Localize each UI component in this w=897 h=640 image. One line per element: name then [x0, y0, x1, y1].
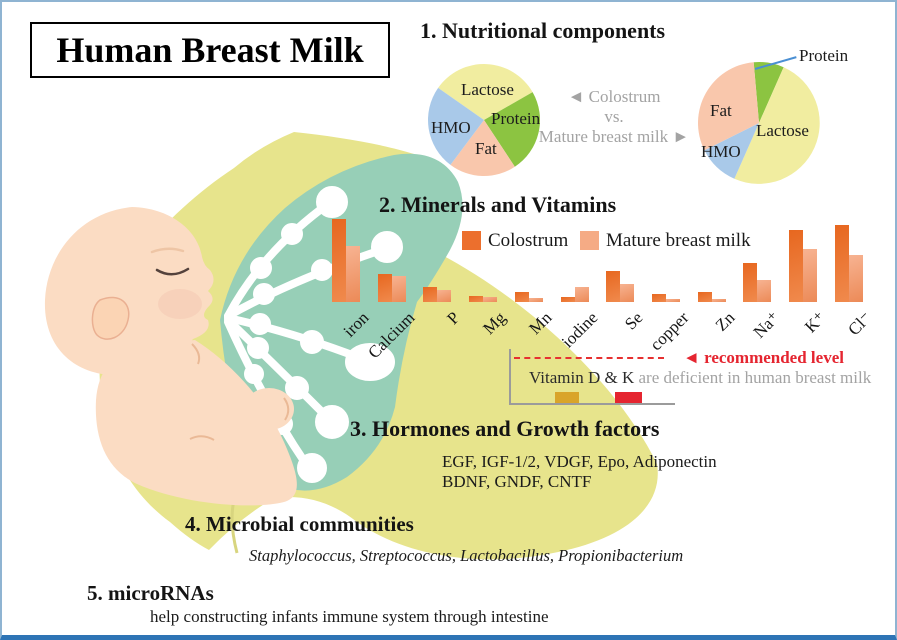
pie-slice-hmo [704, 123, 759, 179]
comparison-line-1: ◄ Colostrum [567, 87, 661, 106]
comparison-line-2: vs. [604, 107, 624, 126]
bar-mature-breast-milk-se [620, 283, 635, 302]
section-5-heading: 5. microRNAs [87, 581, 214, 605]
pie1-label-lactose: Lactose [461, 80, 514, 99]
bar-category-label: Zn [711, 308, 739, 335]
page-title: Human Breast Milk [56, 30, 364, 70]
bar-category-label: Cl⁻ [843, 308, 876, 340]
bar-mature-breast-milk-zn [711, 298, 726, 302]
bar-mature-breast-milk-cl [848, 254, 863, 302]
bar-colostrum-mn [514, 292, 529, 302]
pie-slice-fat [698, 62, 759, 151]
baby-forearm [216, 418, 266, 470]
section-4-heading: 4. Microbial communities [185, 512, 414, 536]
mature-milk-pie-chart [698, 61, 820, 184]
bar-category-label: Na⁺ [749, 308, 784, 342]
vitamin-k-bar [615, 392, 642, 403]
section-1-heading: 1. Nutritional components [420, 18, 666, 43]
pie-slice-hmo [428, 87, 484, 165]
pie-slice-protein [753, 61, 784, 123]
bar-colostrum-na [743, 262, 758, 302]
pie2-label-lactose: Lactose [756, 121, 809, 140]
bar-category-label: K⁺ [800, 308, 830, 337]
pie2-label-hmo: HMO [701, 142, 741, 161]
pie1-label-protein: Protein [491, 109, 541, 128]
title-box: Human Breast Milk [30, 22, 390, 78]
bar-mature-breast-milk-iodine [574, 287, 589, 302]
bar-category-label: Mn [525, 308, 556, 339]
legend-swatch-colostrum [462, 231, 481, 250]
bar-category-label: iodine [557, 308, 601, 352]
vitamin-note-bold: Vitamin D & K [529, 368, 635, 387]
bar-colostrum-p [423, 287, 438, 302]
microbes-text-line: Staphylococcus, Streptococcus, Lactobaci… [249, 546, 684, 565]
baby-eye [155, 267, 190, 276]
bar-colostrum-calcium [377, 273, 392, 302]
baby-body [95, 340, 297, 506]
bar-category-label: iron [339, 308, 373, 341]
pie-slice-protein [484, 92, 540, 167]
minerals-bar-chart: iron Calcium P Mg Mn iodine Se copper Zn Na⁺ K⁺ Cl⁻ [320, 217, 886, 362]
bar-mature-breast-milk-k [803, 248, 817, 302]
pie-slice-fat [450, 120, 515, 177]
baby-illustration [44, 207, 297, 506]
bar-mature-breast-milk-copper [665, 298, 680, 302]
bar-colostrum-iron [332, 219, 346, 302]
recommended-level-label: ◄ recommended level [683, 348, 844, 367]
micrornas-text-line: help constructing infants immune system … [150, 607, 549, 626]
legend-label-mature: Mature breast milk [606, 230, 751, 251]
pie-comparison-label: ◄ Colostrum vs. Mature breast milk ► [536, 87, 692, 147]
bar-category-label: Calcium [363, 308, 419, 363]
baby-eyebrow [150, 247, 185, 254]
bar-colostrum-iodine [560, 297, 575, 302]
baby-cheek [158, 289, 202, 319]
bar-mature-breast-milk-p [437, 290, 452, 302]
pie-slice-lactose [734, 67, 820, 184]
bar-colostrum-se [606, 271, 621, 302]
bar-mature-breast-milk-calcium [391, 276, 406, 302]
vitamin-deficiency-note: Vitamin D & K are deficient in human bre… [529, 368, 871, 388]
bar-category-label: Mg [479, 308, 510, 339]
vitamin-d-bar [555, 392, 579, 403]
bar-colostrum-k [789, 229, 803, 302]
bar-mature-breast-milk-na [757, 279, 772, 302]
bar-category-label: Se [621, 308, 647, 334]
recommended-level-dashed-line [514, 357, 664, 359]
bar-mature-breast-milk-mg [483, 297, 498, 302]
comparison-line-3: Mature breast milk ► [538, 127, 690, 146]
hormones-text-line-2: BDNF, GNDF, CNTF [442, 472, 592, 491]
legend-label-colostrum: Colostrum [488, 230, 569, 251]
baby-fist [244, 388, 294, 430]
bar-colostrum-zn [697, 292, 712, 302]
hormones-text-line-1: EGF, IGF-1/2, VDGF, Epo, Adiponectin [442, 452, 717, 471]
vitamin-note-gray: are deficient in human breast milk [634, 368, 872, 387]
pie1-label-hmo: HMO [431, 118, 471, 137]
vitamin-chart-x-axis [509, 403, 675, 405]
baby-ear [91, 296, 130, 340]
bar-colostrum-cl [834, 224, 849, 302]
milk-ducts [224, 186, 403, 483]
bar-colostrum-copper [651, 293, 666, 302]
pie-slice-lactose [438, 64, 533, 120]
legend-swatch-mature [580, 231, 599, 250]
pie1-label-fat: Fat [475, 139, 497, 158]
section-3-heading: 3. Hormones and Growth factors [350, 416, 660, 441]
bar-colostrum-mg [469, 296, 484, 302]
bar-mature-breast-milk-iron [346, 246, 360, 302]
bar-category-label: P [443, 308, 464, 329]
vitamin-chart-y-axis [509, 349, 511, 405]
bar-mature-breast-milk-mn [528, 297, 543, 302]
pie2-label-fat: Fat [710, 101, 732, 120]
pie2-protein-callout-label: Protein [799, 46, 849, 65]
colostrum-pie-chart [428, 64, 540, 177]
section-2-heading: 2. Minerals and Vitamins [379, 192, 617, 217]
